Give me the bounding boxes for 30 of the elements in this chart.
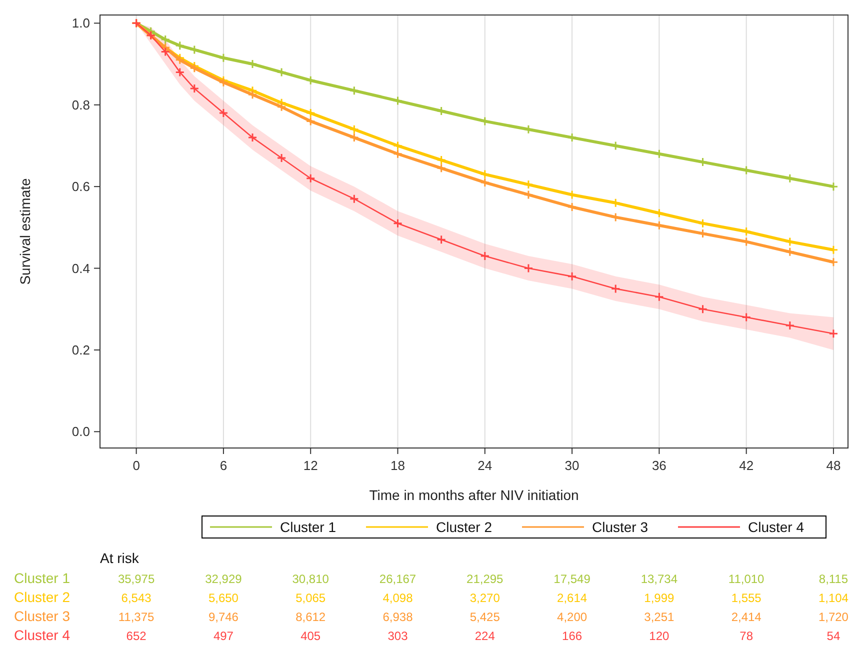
y-tick-label: 0.2 [72,342,90,358]
y-tick-label: 0.4 [72,260,90,276]
x-tick-label: 24 [478,458,492,473]
x-tick-label: 12 [303,458,318,473]
y-tick-label: 0.6 [72,179,90,194]
text: 35,975 32,929 30,810 26,167 21,295 17,549 13,734 11,010 8,115 [118,572,848,586]
y-tick-label: 1.0 [72,16,90,31]
y-tick-label: 0.0 [72,424,90,440]
text: Cluster 4 [14,627,70,643]
x-tick-label: 0 [132,458,140,473]
text: Cluster 2 [14,589,70,605]
legend-label: Cluster 1 [280,519,336,535]
x-tick-label: 18 [390,458,405,473]
x-tick-label: 36 [652,458,666,473]
legend-label: Cluster 2 [436,519,492,535]
text: At risk [100,550,140,566]
text: 652 497 405 303 224 166 120 78 54 [126,629,840,643]
x-axis-title: Time in months after NIV initiation [369,487,579,503]
x-tick-label: 30 [564,458,580,473]
y-tick-label: 0.8 [72,97,90,112]
y-axis-title: Survival estimate [17,178,33,285]
legend-label: Cluster 4 [748,519,804,535]
x-tick-label: 42 [739,458,754,473]
x-tick-label: 6 [220,458,228,473]
text: Cluster 3 [14,608,70,624]
text: Cluster 1 [14,570,70,586]
x-tick-label: 48 [826,458,841,473]
legend-label: Cluster 3 [592,519,648,535]
text: 6,543 5,650 5,065 4,098 3,270 2,614 1,999 1,555 1,104 [121,591,848,605]
text: 11,375 9,746 8,612 6,938 5,425 4,200 3,251 2,414 1,720 [118,610,848,624]
